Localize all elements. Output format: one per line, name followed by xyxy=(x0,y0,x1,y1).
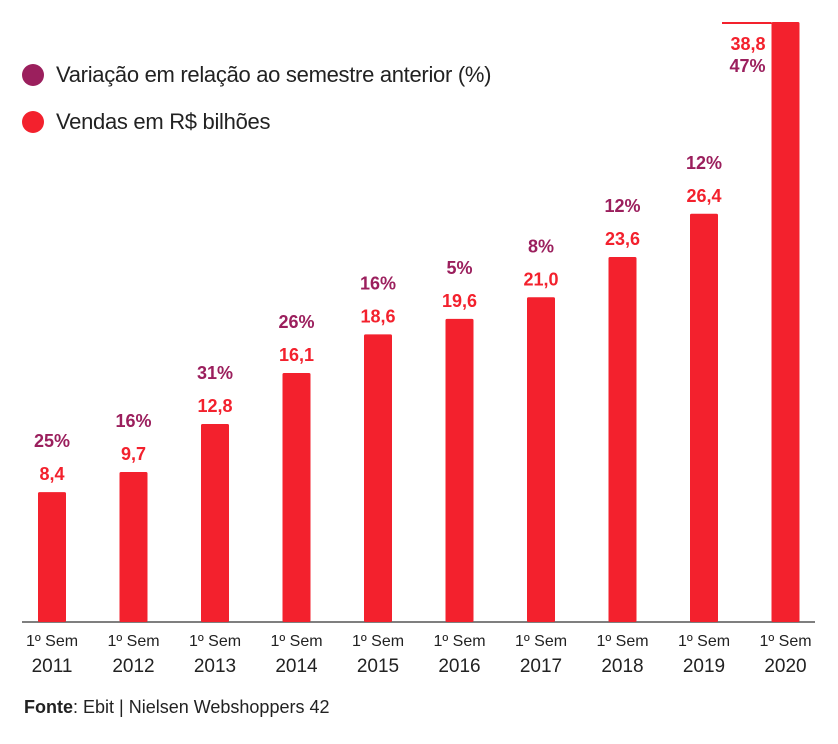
variation-label-2012: 16% xyxy=(115,411,151,431)
tick-label-year-2020: 2020 xyxy=(764,656,806,677)
tick-label-year-2011: 2011 xyxy=(32,656,73,677)
bar-2017 xyxy=(527,297,555,622)
bar-2013 xyxy=(201,424,229,622)
variation-label-2019: 12% xyxy=(686,153,722,173)
variation-label-2020: 47% xyxy=(729,56,765,76)
sales-label-2017: 21,0 xyxy=(523,269,558,289)
sales-label-2013: 12,8 xyxy=(197,396,232,416)
bar-2016 xyxy=(445,318,474,622)
tick-label-sem-2012: 1º Sem xyxy=(107,633,159,650)
sales-label-2012: 9,7 xyxy=(121,444,146,464)
tick-label-sem-2017: 1º Sem xyxy=(515,633,567,650)
sales-label-2014: 16,1 xyxy=(279,345,314,365)
source-note: Fonte: Ebit | Nielsen Webshoppers 42 xyxy=(24,697,329,718)
bar-2015 xyxy=(364,334,392,622)
variation-label-2018: 12% xyxy=(604,196,640,216)
tick-label-sem-2018: 1º Sem xyxy=(596,633,648,650)
legend-variation-label: Variação em relação ao semestre anterior… xyxy=(56,62,492,87)
tick-label-year-2012: 2012 xyxy=(112,656,154,677)
bar-2012 xyxy=(119,472,148,622)
tick-label-year-2014: 2014 xyxy=(275,656,318,677)
sales-label-2016: 19,6 xyxy=(442,291,477,311)
tick-label-year-2016: 2016 xyxy=(438,656,480,677)
sales-legend-marker xyxy=(22,111,44,133)
bar-2019 xyxy=(690,213,718,623)
tick-label-sem-2019: 1º Sem xyxy=(678,633,730,650)
sales-label-2015: 18,6 xyxy=(360,306,395,326)
legend-sales: Vendas em R$ bilhões xyxy=(22,109,270,135)
variation-label-2014: 26% xyxy=(278,312,314,332)
sales-label-2019: 26,4 xyxy=(686,186,721,206)
variation-legend-marker xyxy=(22,64,44,86)
sales-label-2018: 23,6 xyxy=(605,229,640,249)
sales-label-2020: 38,8 xyxy=(730,34,765,54)
source-text: : Ebit | Nielsen Webshoppers 42 xyxy=(73,697,330,717)
tick-label-sem-2013: 1º Sem xyxy=(189,633,241,650)
tick-label-sem-2011: 1º Sem xyxy=(26,633,78,650)
tick-label-year-2019: 2019 xyxy=(683,656,725,677)
tick-label-year-2018: 2018 xyxy=(601,656,643,677)
source-label: Fonte xyxy=(24,697,73,717)
variation-label-2011: 25% xyxy=(34,431,70,451)
tick-label-year-2015: 2015 xyxy=(357,656,399,677)
variation-label-2015: 16% xyxy=(360,273,396,293)
variation-label-2016: 5% xyxy=(446,258,472,278)
tick-label-year-2013: 2013 xyxy=(194,656,236,677)
legend-variation: Variação em relação ao semestre anterior… xyxy=(22,62,491,88)
tick-label-sem-2016: 1º Sem xyxy=(433,633,485,650)
legend-sales-label: Vendas em R$ bilhões xyxy=(56,109,271,134)
bar-2020 xyxy=(771,22,800,622)
variation-label-2013: 31% xyxy=(197,363,233,383)
variation-label-2017: 8% xyxy=(528,236,554,256)
bar-2011 xyxy=(38,492,66,622)
tick-label-year-2017: 2017 xyxy=(520,656,562,677)
tick-label-sem-2015: 1º Sem xyxy=(352,633,404,650)
tick-label-sem-2014: 1º Sem xyxy=(270,633,322,650)
bar-2018 xyxy=(608,257,637,622)
tick-label-sem-2020: 1º Sem xyxy=(759,633,811,650)
bar-2014 xyxy=(282,373,311,622)
sales-label-2011: 8,4 xyxy=(39,464,64,484)
